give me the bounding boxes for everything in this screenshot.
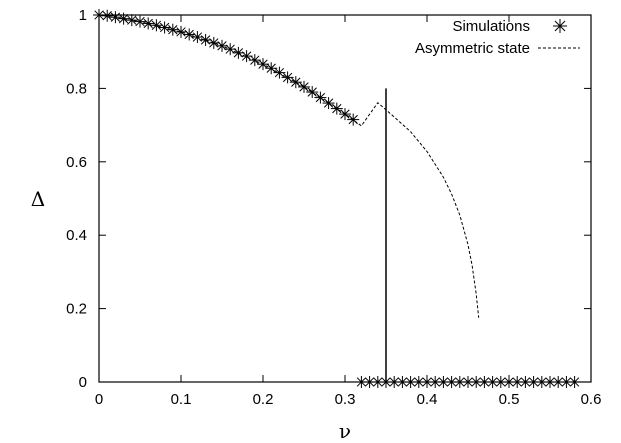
simulation-point [298, 80, 310, 93]
simulation-point [199, 33, 212, 46]
simulation-point [289, 76, 302, 89]
simulation-point [511, 376, 524, 388]
x-tick-label: 0 [95, 391, 103, 408]
simulation-point [273, 66, 286, 79]
simulation-point [183, 28, 196, 41]
plot-frame [98, 14, 592, 383]
simulation-point [388, 376, 401, 388]
simulation-point [527, 376, 540, 388]
simulation-point [134, 15, 146, 28]
simulation-point [470, 376, 483, 388]
legend-marker-asterisk [553, 19, 567, 33]
legend-asterisk [553, 19, 567, 33]
simulation-point [101, 9, 114, 22]
simulation-point [175, 25, 187, 38]
simulation-point [142, 17, 155, 30]
x-tick-label: 0.5 [499, 391, 520, 408]
simulation-point [150, 19, 163, 32]
simulation-point [109, 11, 122, 24]
simulation-point [396, 376, 409, 388]
legend-label-asymmetric: Asymmetric state [415, 40, 530, 57]
simulation-point [191, 31, 204, 44]
simulation-point [281, 71, 294, 84]
ticks: 0 0.1 0.2 0.3 0.4 0.5 0.6 0 0.2 0.4 0.6 0.8 1 [66, 7, 601, 408]
y-tick-label: 0 [79, 374, 87, 391]
x-axis-label: ν [339, 419, 351, 443]
data-marks [93, 9, 581, 388]
simulation-point [568, 376, 581, 388]
x-tick-label: 0.6 [581, 391, 602, 408]
y-tick-label: 0.2 [66, 301, 87, 318]
simulation-point [166, 23, 179, 36]
simulation-point [347, 113, 360, 126]
simulation-point [306, 86, 319, 99]
y-tick-label: 0.4 [66, 227, 87, 244]
y-tick-label: 0.6 [66, 154, 87, 171]
simulation-point [339, 108, 351, 121]
simulation-point [314, 91, 327, 104]
simulation-point [453, 376, 466, 388]
simulation-point [158, 21, 171, 34]
x-tick-label: 0.1 [171, 391, 192, 408]
simulation-point [207, 36, 220, 49]
simulation-point [93, 9, 105, 21]
y-tick-label: 1 [79, 7, 87, 24]
simulation-point [257, 58, 269, 71]
x-tick-label: 0.2 [253, 391, 274, 408]
x-tick-label: 0.4 [417, 391, 438, 408]
asymmetric-state-line [98, 14, 480, 318]
simulation-point [240, 50, 253, 63]
x-tick-label: 0.3 [335, 391, 356, 408]
y-tick-label: 0.8 [66, 80, 87, 97]
simulation-point [535, 376, 548, 388]
y-axis-label: Δ [31, 187, 45, 211]
simulation-point [322, 97, 335, 110]
simulation-point [125, 14, 138, 27]
simulation-point [117, 12, 130, 25]
legend-label-simulations: Simulations [452, 18, 530, 35]
legend: Simulations Asymmetric state [415, 18, 580, 57]
simulation-point [330, 102, 343, 115]
